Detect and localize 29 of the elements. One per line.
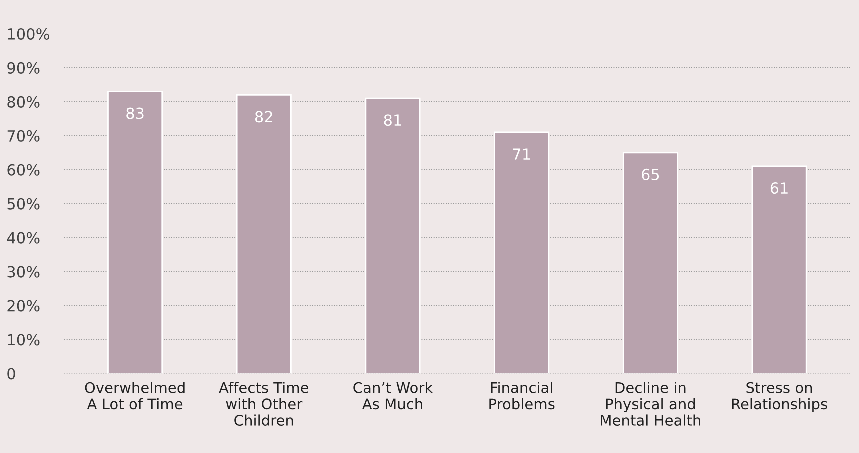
y-tick-label: 60% <box>8 164 40 176</box>
x-tick-label: Stress on Relationships <box>732 382 828 412</box>
y-tick-label: 30% <box>8 266 40 278</box>
y-tick-label: 80% <box>8 96 40 108</box>
y-tick-label: 40% <box>7 232 40 244</box>
y-tick-label: 10% <box>8 334 40 346</box>
y-tick-label: 100% <box>8 28 50 40</box>
y-tick-label: 70% <box>8 130 40 142</box>
bar <box>752 166 808 374</box>
data-label: 65 <box>642 168 660 180</box>
x-tick-label: Financial Problems <box>490 382 555 410</box>
x-tick-label: Can’t Work As Much <box>354 382 434 410</box>
bar <box>494 132 550 374</box>
data-label: 82 <box>255 111 272 123</box>
x-tick-label: Overwhelmed A Lot of Time <box>85 382 185 410</box>
data-label: 61 <box>770 182 788 194</box>
x-tick-label: Affects Time with Other Children <box>219 382 309 426</box>
y-tick-label: 0 <box>8 368 16 380</box>
y-tick-label: 50% <box>8 198 40 210</box>
bar <box>622 152 678 374</box>
bar <box>236 94 292 374</box>
data-label: 81 <box>384 114 402 126</box>
y-tick-label: 20% <box>8 300 40 312</box>
data-label: 71 <box>513 148 530 160</box>
x-tick-label: Decline in Physical and Mental Health <box>601 382 700 426</box>
data-label: 83 <box>126 108 144 120</box>
bar <box>365 98 421 374</box>
y-tick-label: 90% <box>8 62 40 74</box>
bar <box>108 91 164 374</box>
